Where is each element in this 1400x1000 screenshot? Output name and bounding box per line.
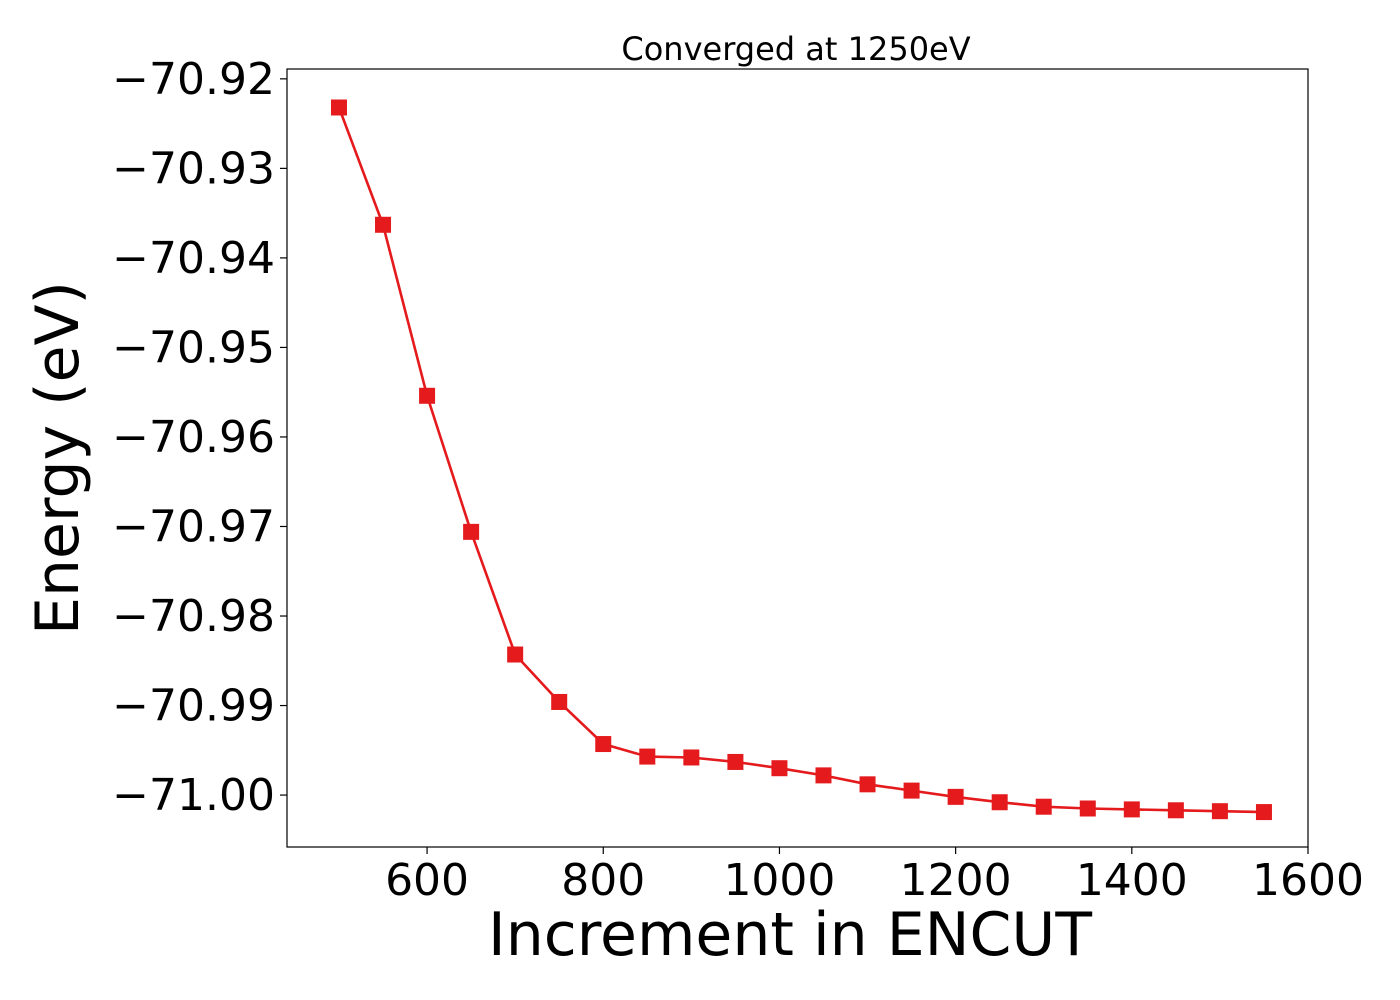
y-tick-label: −70.99 bbox=[112, 681, 275, 732]
data-point-marker bbox=[507, 646, 524, 663]
y-tick-label: −70.93 bbox=[112, 143, 275, 194]
data-point-marker bbox=[1255, 804, 1272, 821]
data-point-marker bbox=[551, 693, 568, 710]
data-point-marker bbox=[947, 788, 964, 805]
data-point-marker bbox=[1167, 802, 1184, 819]
y-tick-label: −70.94 bbox=[112, 233, 275, 284]
y-tick-label: −70.95 bbox=[112, 322, 275, 373]
chart-title: Converged at 1250eV bbox=[621, 30, 970, 68]
data-point-marker bbox=[1079, 800, 1096, 817]
data-point-marker bbox=[375, 216, 392, 233]
y-tick-label: −70.92 bbox=[112, 54, 275, 105]
data-point-marker bbox=[771, 760, 788, 777]
x-tick-label: 1600 bbox=[1252, 855, 1364, 906]
series-layer bbox=[330, 99, 1272, 821]
data-point-marker bbox=[1123, 801, 1140, 818]
data-point-marker bbox=[815, 767, 832, 784]
data-point-marker bbox=[595, 736, 612, 753]
y-tick-label: −70.98 bbox=[112, 591, 275, 642]
y-tick-label: −71.00 bbox=[112, 770, 275, 821]
data-point-marker bbox=[463, 523, 480, 540]
x-tick-label: 600 bbox=[385, 855, 469, 906]
x-axis-title: Increment in ENCUT bbox=[488, 900, 1092, 970]
y-axis-ticks: −70.92 −70.93 −70.94 −70.95 −70.96 −70.97 −70.… bbox=[112, 54, 287, 821]
x-tick-label: 1400 bbox=[1076, 855, 1188, 906]
data-point-marker bbox=[991, 794, 1008, 811]
data-point-marker bbox=[1035, 798, 1052, 815]
x-tick-label: 1200 bbox=[900, 855, 1012, 906]
data-point-marker bbox=[859, 776, 876, 793]
data-point-marker bbox=[330, 99, 347, 116]
y-tick-label: −70.97 bbox=[112, 501, 275, 552]
y-tick-label: −70.96 bbox=[112, 412, 275, 463]
data-point-marker bbox=[727, 753, 744, 770]
data-point-marker bbox=[1211, 803, 1228, 820]
series-line bbox=[337, 107, 1265, 814]
data-point-marker bbox=[419, 387, 436, 404]
data-point-marker bbox=[683, 749, 700, 766]
y-axis-title: Energy (eV) bbox=[23, 281, 93, 635]
x-tick-label: 1000 bbox=[723, 855, 835, 906]
x-axis-ticks: 600 800 1000 1200 1400 1600 bbox=[385, 847, 1364, 906]
data-point-marker bbox=[903, 782, 920, 799]
x-tick-label: 800 bbox=[561, 855, 645, 906]
data-point-marker bbox=[639, 748, 656, 765]
plot-area-frame bbox=[286, 68, 1309, 848]
